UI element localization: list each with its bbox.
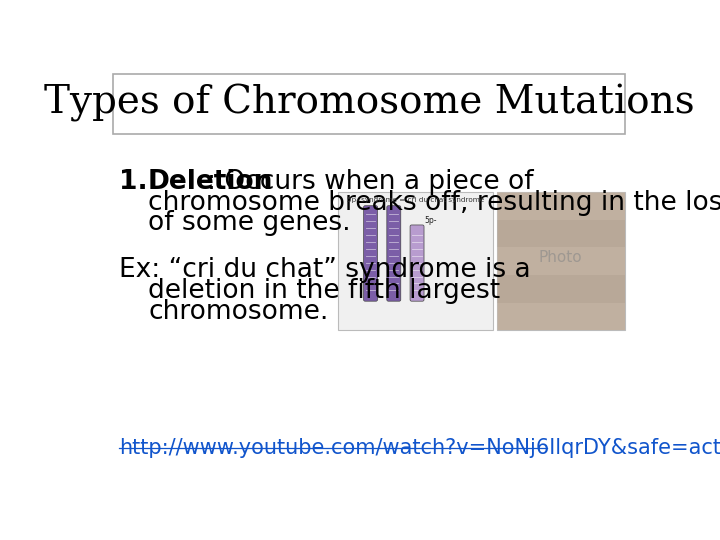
FancyBboxPatch shape <box>338 192 493 330</box>
Text: of some genes.: of some genes. <box>148 211 351 237</box>
FancyBboxPatch shape <box>497 303 625 330</box>
Text: http://www.youtube.com/watch?v=NoNj6IlqrDY&safe=active: http://www.youtube.com/watch?v=NoNj6Ilqr… <box>120 438 720 458</box>
Text: 1.: 1. <box>120 168 148 195</box>
Text: Photo: Photo <box>539 250 582 265</box>
FancyBboxPatch shape <box>113 74 625 134</box>
Text: Types of Chromosome Mutations: Types of Chromosome Mutations <box>44 84 694 122</box>
FancyBboxPatch shape <box>364 206 377 301</box>
Text: deletion in the fifth largest: deletion in the fifth largest <box>148 278 500 304</box>
Text: Deletion: Deletion <box>148 168 274 195</box>
Text: Ex: “cri du chat” syndrome is a: Ex: “cri du chat” syndrome is a <box>120 257 531 284</box>
FancyBboxPatch shape <box>410 225 424 301</box>
Text: : Occurs when a piece of: : Occurs when a piece of <box>207 168 534 195</box>
FancyBboxPatch shape <box>497 192 625 220</box>
Text: chromosome breaks off, resulting in the loss: chromosome breaks off, resulting in the … <box>148 190 720 215</box>
FancyBboxPatch shape <box>497 275 625 303</box>
Text: 5p-: 5p- <box>425 216 437 225</box>
Text: chromosome.: chromosome. <box>148 299 328 325</box>
FancyBboxPatch shape <box>497 192 625 330</box>
FancyBboxPatch shape <box>497 220 625 247</box>
Text: 5p- syndrome = cri du chat syndrome: 5p- syndrome = cri du chat syndrome <box>347 197 484 203</box>
FancyBboxPatch shape <box>497 247 625 275</box>
FancyBboxPatch shape <box>387 206 401 301</box>
